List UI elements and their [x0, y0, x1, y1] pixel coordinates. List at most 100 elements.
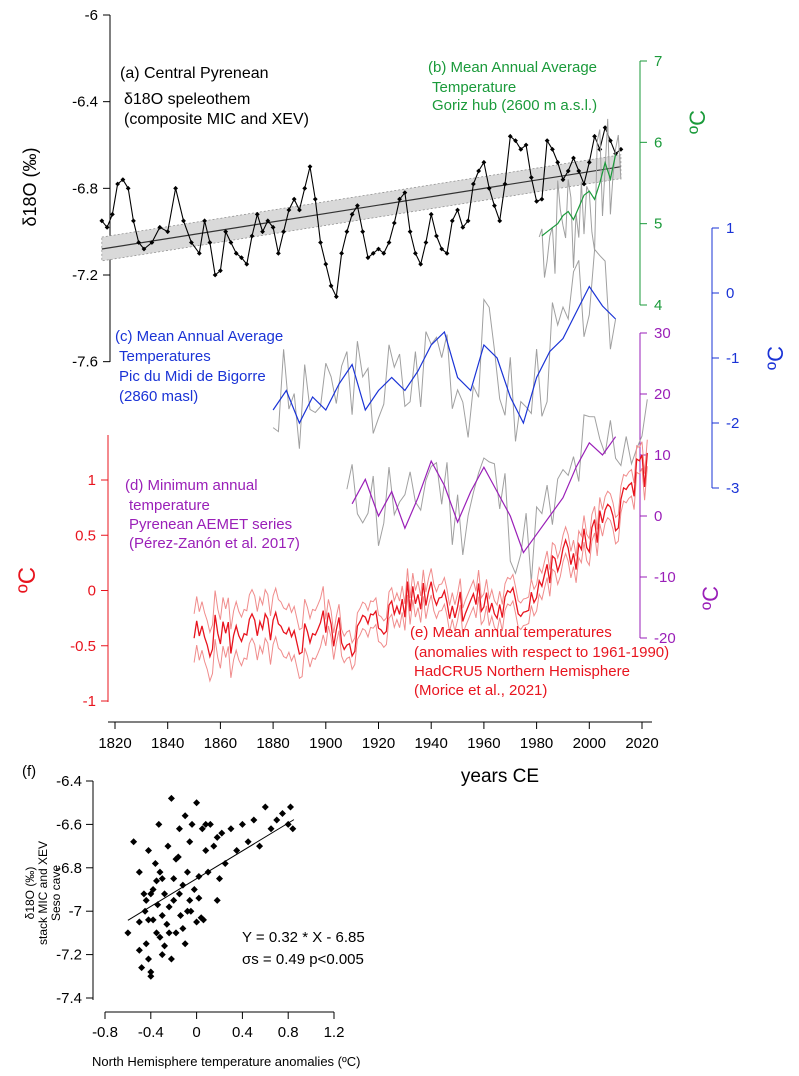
panel-d-caption-4: (Pérez-Zanón et al. 2017) [129, 535, 300, 552]
series-a-point [228, 240, 234, 245]
axis-c-tick-label: 1 [726, 220, 734, 237]
scatter-y-tick-label: -7 [69, 903, 82, 920]
series-a-point [333, 294, 339, 300]
series-c-line [272, 285, 617, 425]
series-a-point [497, 218, 503, 224]
series-a-point [439, 246, 445, 252]
scatter-point [165, 903, 173, 911]
series-a-point [449, 218, 455, 224]
series-a-point [502, 181, 508, 187]
axis-e-tick-label: -1 [83, 693, 96, 710]
axis-e-tick-label: -0.5 [70, 638, 96, 655]
axis-e-label: ºC [14, 567, 41, 593]
series-a-point [349, 211, 355, 217]
scatter-point [289, 825, 297, 833]
axis-d-tick-label: 20 [654, 386, 671, 403]
series-a-point [618, 146, 624, 152]
regression-line [127, 819, 295, 921]
series-d-raw [346, 399, 648, 583]
scatter-point [286, 803, 294, 811]
axis-a-tick-label: -6 [85, 7, 98, 24]
series-d-raw-line [346, 399, 648, 583]
scatter-point [153, 877, 161, 885]
scatter-point [213, 896, 221, 904]
series-e-bounds [193, 439, 648, 683]
regression-line-segment [127, 819, 295, 921]
scatter-point [179, 881, 187, 889]
scatter-point [186, 838, 194, 846]
axis-e-tick-label: 0.5 [75, 527, 96, 544]
x-tick-label: 1920 [362, 735, 395, 752]
scatter-y-label-3: Seso cave [49, 865, 63, 921]
panel-b-caption-3: Goriz hub (2600 m a.s.l.) [432, 97, 597, 114]
x-tick-label: 1940 [415, 735, 448, 752]
series-a-point [125, 185, 131, 191]
series-a-point [196, 250, 202, 256]
scatter-point [183, 907, 191, 915]
series-a-point [265, 218, 271, 224]
axis-a-tick-label: -7.2 [72, 267, 98, 284]
scatter-point [167, 955, 175, 963]
panel-c-caption-1: (c) Mean Annual Average [115, 328, 283, 345]
series-a-point [207, 240, 213, 245]
series-b [541, 154, 617, 237]
axis-d-tick-label: -10 [654, 569, 676, 586]
scatter-y-ticks: -6.4 -6.6 -6.8 -7 -7.2 -7.4 [56, 773, 93, 1007]
scatter-x-tick-label: 0.8 [278, 1024, 299, 1041]
series-a-point [157, 224, 163, 230]
series-a-point [481, 159, 487, 165]
series-a-point [239, 255, 244, 261]
series-a-point [323, 261, 329, 267]
x-tick-label: 1960 [467, 735, 500, 752]
scatter-point [227, 825, 235, 833]
series-a-point [291, 196, 297, 202]
scatter-point [145, 846, 153, 854]
series-a-point [254, 211, 260, 217]
scatter-point [186, 896, 194, 904]
axis-c-tick-label: -1 [726, 350, 739, 367]
series-a-point [576, 168, 582, 174]
scatter-y-tick-label: -7.4 [56, 990, 82, 1007]
scatter-point [149, 886, 157, 893]
scatter-point [161, 942, 169, 950]
panel-c-caption-4: (2860 masl) [119, 388, 198, 405]
axis-b-tick-label: 4 [654, 297, 662, 314]
series-a-point [465, 218, 471, 224]
axis-d-tick-label: 0 [654, 508, 662, 525]
series-a-point [555, 159, 561, 165]
series-a-point [607, 138, 613, 144]
series-a-point [181, 218, 186, 224]
scatter-x-ticks: -0.8 -0.4 0 0.4 0.8 1.2 [92, 1012, 344, 1041]
series-a-point [565, 168, 571, 174]
scatter-point [167, 794, 175, 802]
series-a-point [492, 203, 497, 209]
axis-d-ticks: 30 20 10 0 -10 -20 [640, 325, 676, 647]
panel-f: (f) -6.4 -6.6 -6.8 -7 -7.2 -7.4 -0.8 -0.4 0 0.4 0… [22, 763, 365, 1069]
panel-a-caption-1: (a) Central Pyrenean [120, 65, 269, 82]
scatter-point [145, 916, 153, 924]
scatter-point [202, 846, 210, 854]
series-d [351, 436, 617, 554]
scatter-point [202, 820, 210, 828]
scatter-y-tick-label: -6.4 [56, 773, 82, 790]
panel-c-caption-3: Pic du Midi de Bigorre [119, 368, 266, 385]
series-b-raw [538, 118, 622, 278]
scatter-point [142, 896, 150, 904]
scatter-point [175, 890, 183, 898]
scatter-point [221, 859, 229, 867]
scatter-point [284, 820, 292, 828]
series-a-point [518, 146, 524, 152]
scatter-point [161, 890, 169, 898]
axis-a-tick-label: -6.8 [72, 180, 98, 197]
series-a-point [270, 224, 276, 230]
series-a-point [109, 211, 115, 217]
scatter-y-tick-label: -6.6 [56, 816, 82, 833]
scatter-point [175, 825, 183, 833]
scatter-point [145, 955, 153, 963]
axis-b-label: ºC [685, 110, 710, 134]
scatter-point [135, 918, 143, 926]
axis-c-tick-label: -3 [726, 480, 739, 497]
scatter-point [278, 810, 286, 818]
trend-line [101, 166, 622, 250]
series-b-line [541, 154, 617, 237]
